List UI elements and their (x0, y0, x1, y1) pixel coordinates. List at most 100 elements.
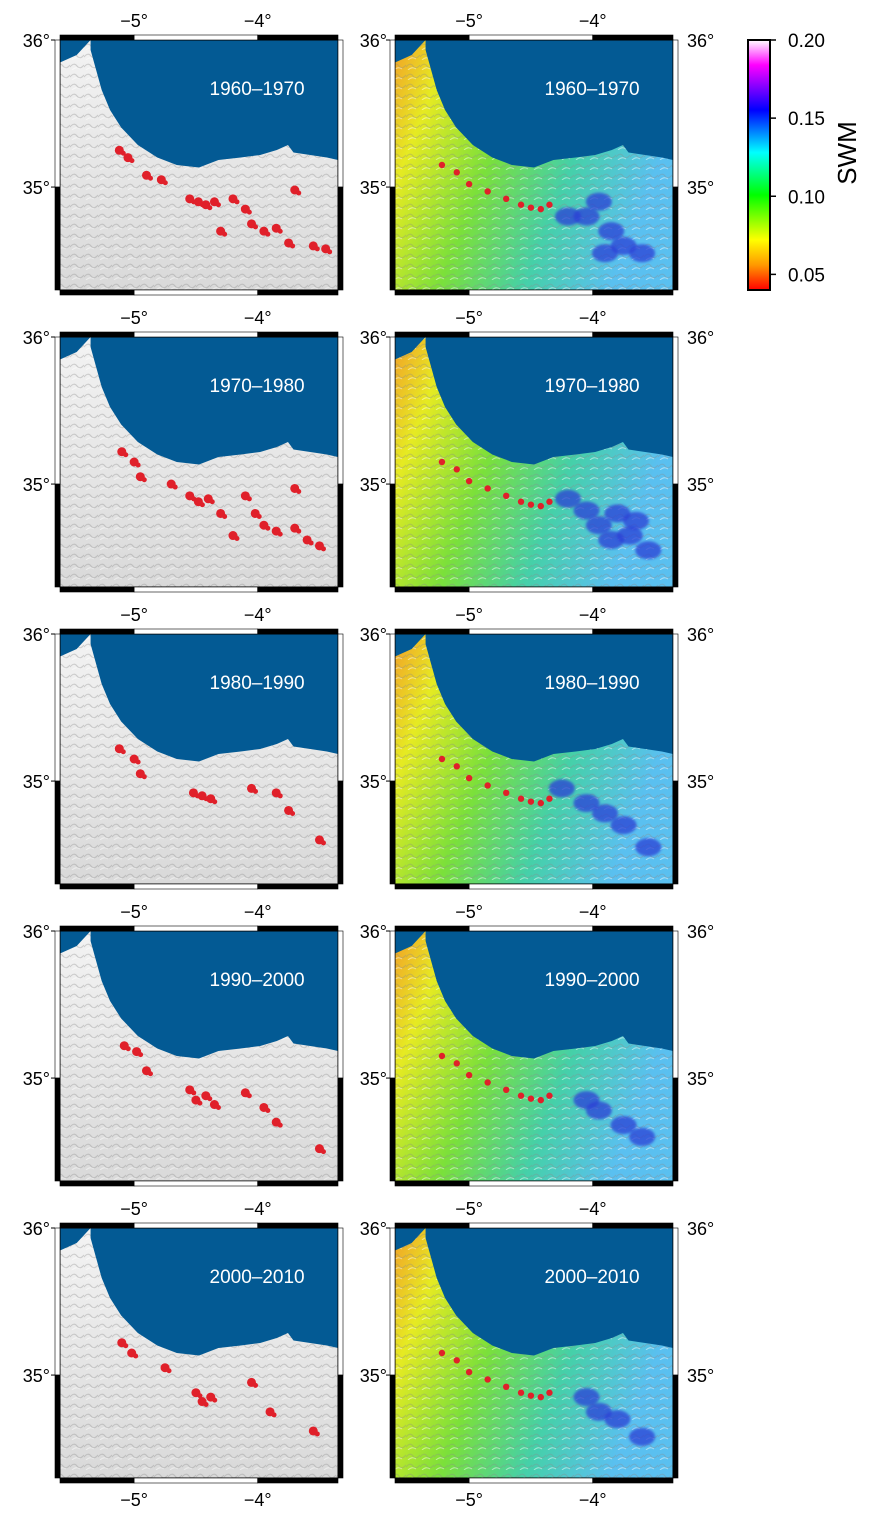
period-label: 1980–1990 (210, 673, 305, 694)
lat-tick-label: 35° (23, 178, 50, 198)
low-swm-cell (438, 1052, 446, 1060)
hotspot-cell (120, 150, 126, 156)
lat-tick-label: 35° (23, 772, 50, 792)
sea-corner (60, 931, 91, 954)
map-panels: 1960–1970 36° 35° −5° −4° 1960–1970 36° 36° 35° 3… (23, 11, 714, 1510)
hotspot-cell (166, 1368, 172, 1374)
hotspot-cell (290, 810, 296, 816)
frame-segment (592, 586, 674, 593)
hotspot-cell (277, 793, 283, 799)
lon-tick-label: −4° (244, 605, 272, 625)
hotspot-cell (246, 209, 252, 215)
low-swm-cell (517, 795, 525, 802)
low-swm-cell (527, 1095, 535, 1102)
lat-tick-label: 36° (687, 1219, 714, 1239)
hotspot-cell (203, 1402, 209, 1408)
lat-tick-label: 36° (687, 922, 714, 942)
frame-segment (54, 1077, 61, 1182)
hotspot-cell (133, 1353, 139, 1359)
high-swm-patch (629, 1427, 656, 1446)
frame-segment (592, 34, 674, 41)
sea-corner (60, 1228, 91, 1251)
hotspot-cell (265, 1107, 271, 1113)
hotspot-cell (265, 525, 271, 531)
frame-segment (257, 289, 339, 296)
low-swm-cell (537, 1096, 544, 1104)
low-swm-cell (438, 161, 446, 169)
hotspot-cell (215, 202, 221, 208)
frame-segment (59, 628, 135, 635)
hotspot-cell (277, 228, 283, 234)
frame-segment (133, 1180, 258, 1187)
period-label: 2000–2010 (210, 1267, 305, 1288)
hotspot-cell (246, 1093, 252, 1099)
frame-segment (54, 1374, 61, 1479)
frame-segment (389, 39, 396, 188)
hotspot-cell (125, 1046, 131, 1052)
frame-segment (257, 883, 339, 890)
lon-tick-label: −4° (244, 1199, 272, 1219)
hotspot-cell (320, 840, 326, 846)
lon-tick-label: −4° (579, 902, 607, 922)
frame-segment (672, 483, 679, 588)
sea-area (425, 337, 673, 465)
frame-segment (394, 1180, 470, 1187)
low-swm-cell (503, 1383, 510, 1391)
hotspot-cell (277, 1122, 283, 1128)
low-swm-cell (465, 774, 473, 782)
hotspot-cell (123, 1343, 129, 1349)
low-swm-cell (465, 1071, 473, 1079)
frame-segment (257, 1180, 339, 1187)
sea-corner (60, 634, 91, 657)
frame-segment (257, 1477, 339, 1484)
hotspot-cell (212, 799, 218, 805)
frame-segment (468, 331, 593, 338)
hotspot-cell (320, 546, 326, 552)
hotspot-cell (120, 749, 126, 755)
lon-tick-label: −4° (579, 1199, 607, 1219)
frame-segment (672, 930, 679, 1079)
period-label: 1980–1990 (545, 673, 640, 694)
frame-segment (337, 930, 344, 1079)
frame-segment (672, 1374, 679, 1479)
frame-segment (54, 483, 61, 588)
high-swm-patch (548, 779, 575, 798)
colorbar-ticks: 0.20 0.15 0.10 0.05 (770, 31, 825, 286)
hotspot-map-3: 1980–1990 36° 35° −5° −4° (23, 605, 344, 890)
frame-segment (389, 780, 396, 885)
frame-segment (54, 336, 61, 485)
hotspot-cell (296, 488, 302, 494)
lon-tick-label: −4° (579, 1490, 607, 1510)
frame-segment (59, 883, 135, 890)
hotspot-cell (123, 452, 129, 458)
lat-tick-label: 35° (23, 475, 50, 495)
period-label: 1960–1970 (210, 79, 305, 100)
hotspot-cell (277, 531, 283, 537)
hotspot-cell (212, 1397, 218, 1403)
frame-segment (394, 34, 470, 41)
low-swm-cell (484, 1079, 491, 1086)
frame-segment (133, 1222, 258, 1229)
high-swm-patch (610, 1116, 637, 1135)
sea-corner (60, 40, 91, 63)
lat-tick-label: 35° (687, 178, 714, 198)
frame-segment (54, 186, 61, 291)
high-swm-patch (592, 804, 619, 823)
frame-segment (468, 1477, 593, 1484)
low-swm-cell (438, 755, 446, 763)
lon-tick-label: −5° (455, 308, 483, 328)
lat-tick-label: 35° (360, 1366, 387, 1386)
colorbar-tick-label: 0.05 (788, 265, 825, 286)
swm-map-1: 1960–1970 36° 36° 35° 35° −5° −4° (360, 11, 714, 296)
low-swm-cell (546, 498, 553, 505)
sea-corner (395, 931, 426, 954)
hotspot-cell (234, 536, 240, 542)
frame-segment (257, 34, 339, 41)
sea-area (90, 634, 338, 762)
frame-segment (394, 925, 470, 932)
frame-segment (468, 34, 593, 41)
frame-segment (59, 289, 135, 296)
low-swm-cell (537, 1393, 544, 1401)
high-swm-patch (585, 516, 612, 535)
low-swm-cell (517, 498, 525, 505)
